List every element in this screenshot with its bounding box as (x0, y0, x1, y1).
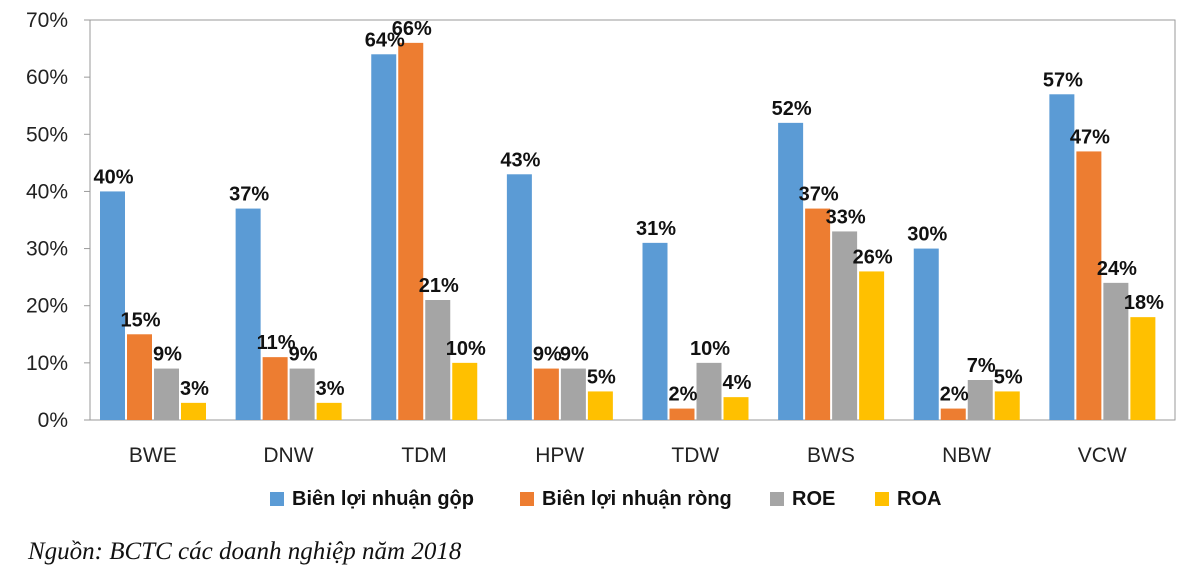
bar-biên-lợi-nhuận-gộp-tdm (371, 54, 397, 421)
bar-biên-lợi-nhuận-gộp-bws (778, 122, 804, 420)
legend-label: Biên lợi nhuận ròng (542, 488, 732, 510)
data-label: 21% (419, 275, 459, 297)
y-tick-label: 10% (26, 352, 68, 375)
legend-swatch (270, 492, 284, 506)
bar-roa-dnw (316, 402, 342, 420)
data-label: 9% (560, 344, 589, 366)
data-label: 30% (907, 224, 947, 246)
data-label: 24% (1097, 258, 1137, 280)
bar-roe-vcw (1103, 282, 1129, 420)
bar-roa-bwe (181, 402, 206, 420)
bar-roa-vcw (1130, 317, 1156, 420)
data-label: 57% (1043, 69, 1083, 91)
bar-roe-tdw (696, 362, 722, 420)
data-label: 26% (853, 246, 893, 268)
y-tick-label: 0% (38, 409, 68, 432)
chart-data-labels: 40%15%9%3%37%11%9%3%64%66%21%10%43%9%9%5… (93, 18, 1164, 406)
bar-biên-lợi-nhuận-gộp-tdw (642, 242, 668, 420)
legend-swatch (520, 492, 534, 506)
data-label: 9% (533, 344, 562, 366)
legend-label: ROA (897, 488, 941, 510)
bar-roe-bws (832, 231, 858, 420)
plot-area-frame (89, 19, 1176, 421)
data-label: 33% (826, 206, 866, 228)
bar-biên-lợi-nhuận-ròng-tdw (669, 408, 695, 420)
x-category-label: DNW (263, 444, 313, 467)
bar-roa-tdw (723, 397, 749, 420)
data-label: 15% (120, 309, 160, 331)
chart-legend: Biên lợi nhuận gộp Biên lợi nhuận ròng ROE… (270, 488, 941, 510)
bar-biên-lợi-nhuận-gộp-nbw (913, 248, 939, 420)
x-category-label: BWS (807, 444, 855, 467)
data-label: 43% (500, 149, 540, 171)
chart-bars (100, 42, 1156, 421)
source-note: Nguồn: BCTC các doanh nghiệp năm 2018 (28, 538, 462, 565)
x-category-label: BWE (129, 444, 177, 467)
data-label: 10% (690, 338, 730, 360)
data-label: 40% (93, 166, 133, 188)
chart-axes: 0% 10% 20% 30% 40% 50% 60% 70% BWE DNW TDM HPW TDW BW… (26, 9, 1176, 467)
bar-biên-lợi-nhuận-gộp-bwe (100, 191, 125, 420)
data-label: 9% (289, 344, 318, 366)
bar-biên-lợi-nhuận-ròng-nbw (940, 408, 966, 420)
x-category-label: VCW (1078, 444, 1127, 467)
bar-biên-lợi-nhuận-gộp-vcw (1049, 94, 1075, 421)
y-tick-label: 50% (26, 123, 68, 146)
y-tick-label: 70% (26, 9, 68, 32)
bar-biên-lợi-nhuận-ròng-vcw (1076, 151, 1102, 420)
bar-biên-lợi-nhuận-gộp-hpw (506, 174, 532, 420)
y-tick-label: 60% (26, 66, 68, 89)
bar-roa-bws (859, 271, 885, 420)
y-tick-label: 20% (26, 295, 68, 318)
x-category-label: TDW (671, 444, 719, 467)
legend-label: Biên lợi nhuận gộp (292, 488, 474, 510)
data-label: 18% (1124, 292, 1164, 314)
bar-biên-lợi-nhuận-ròng-bwe (127, 334, 152, 420)
bar-roe-nbw (967, 380, 993, 420)
data-label: 2% (940, 384, 969, 406)
data-label: 66% (392, 18, 432, 40)
data-label: 11% (257, 332, 296, 354)
data-label: 10% (446, 338, 486, 360)
bar-biên-lợi-nhuận-gộp-dnw (235, 208, 261, 420)
bar-biên-lợi-nhuận-ròng-hpw (533, 368, 559, 420)
x-category-label: HPW (535, 444, 584, 467)
x-category-label: TDM (401, 444, 447, 467)
bar-biên-lợi-nhuận-ròng-tdm (398, 42, 424, 420)
bar-roa-nbw (994, 391, 1020, 420)
data-label: 5% (587, 366, 616, 388)
bar-biên-lợi-nhuận-ròng-dnw (262, 357, 288, 420)
data-label: 7% (967, 355, 996, 377)
data-label: 9% (153, 344, 182, 366)
legend-swatch (770, 492, 784, 506)
y-tick-label: 40% (26, 180, 68, 203)
legend-label: ROE (792, 488, 835, 510)
data-label: 5% (994, 366, 1023, 388)
bar-roa-tdm (452, 362, 478, 420)
x-category-label: NBW (942, 444, 991, 467)
data-label: 3% (316, 378, 345, 400)
data-label: 64% (365, 29, 405, 51)
bar-roa-hpw (587, 391, 613, 420)
y-tick-label: 30% (26, 238, 68, 261)
bar-roe-dnw (289, 368, 315, 420)
bar-roe-hpw (560, 368, 586, 420)
data-label: 3% (180, 378, 209, 400)
data-label: 47% (1070, 126, 1110, 148)
data-label: 37% (799, 184, 839, 206)
data-label: 31% (636, 218, 676, 240)
bar-roe-tdm (425, 300, 451, 420)
data-label: 37% (229, 184, 269, 206)
bar-roe-bwe (154, 368, 179, 420)
legend-swatch (875, 492, 889, 506)
bar-biên-lợi-nhuận-ròng-bws (805, 208, 831, 420)
data-label: 4% (723, 372, 752, 394)
data-label: 52% (772, 98, 812, 120)
data-label: 2% (669, 384, 698, 406)
